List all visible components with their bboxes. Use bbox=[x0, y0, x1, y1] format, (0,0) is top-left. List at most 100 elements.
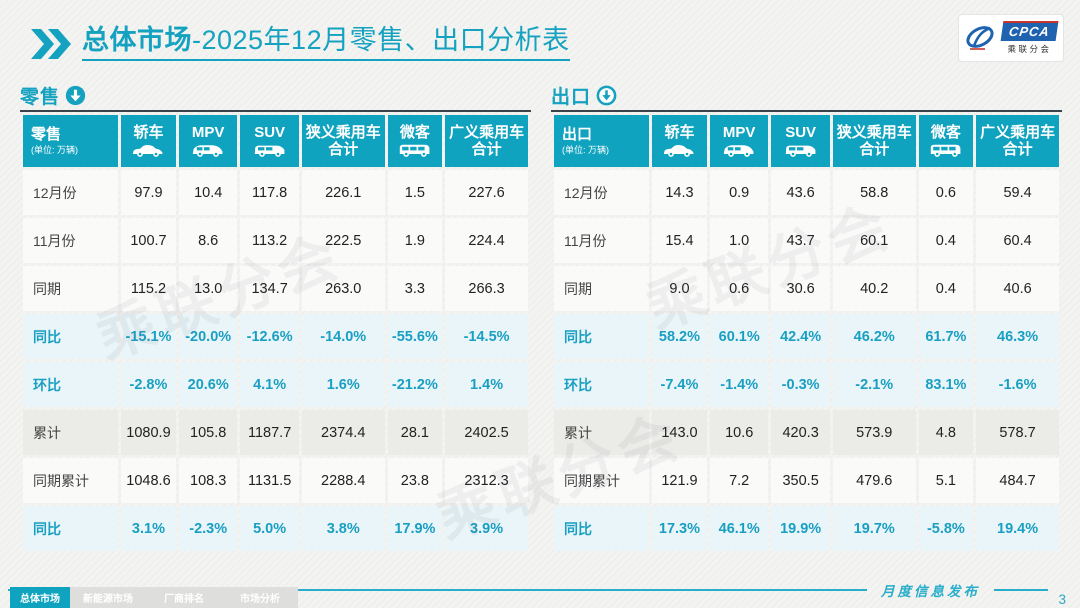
retail-corner-header: 零售 (单位: 万辆) bbox=[23, 115, 118, 167]
mpv-icon bbox=[192, 145, 223, 158]
column-header-suv: SUV bbox=[240, 115, 299, 167]
column-label: 狭义乘用车 bbox=[305, 123, 381, 141]
row-label: 同期 bbox=[554, 266, 649, 311]
footer-line bbox=[8, 589, 867, 591]
cell-value: 19.7% bbox=[832, 506, 916, 551]
cell-value: 1187.7 bbox=[240, 410, 299, 455]
tab-oem-ranking[interactable]: 厂商排名 bbox=[164, 594, 204, 605]
footer-line-short bbox=[994, 589, 1048, 591]
retail-section-head: 零售 bbox=[20, 82, 531, 108]
cell-value: 46.1% bbox=[709, 506, 769, 551]
cell-value: -1.6% bbox=[976, 362, 1059, 407]
publication-label: 月度信息发布 bbox=[881, 584, 980, 599]
cell-value: 17.9% bbox=[387, 506, 443, 551]
export-table: 出口 (单位: 万辆) 轿车 bbox=[551, 110, 1062, 554]
cell-value: 19.4% bbox=[976, 506, 1059, 551]
column-header-mpv: MPV bbox=[178, 115, 238, 167]
cell-value: 121.9 bbox=[651, 458, 707, 503]
cell-value: 46.2% bbox=[832, 314, 916, 359]
cell-value: 30.6 bbox=[771, 266, 830, 311]
column-label: 广义乘用车 bbox=[449, 123, 525, 141]
cell-value: 60.1 bbox=[832, 218, 916, 263]
cell-value: 0.4 bbox=[918, 266, 974, 311]
tab-overall-market[interactable]: 总体市场 bbox=[10, 587, 70, 608]
cell-value: 1.4% bbox=[445, 362, 528, 407]
cell-value: 0.6 bbox=[709, 266, 769, 311]
suv-icon bbox=[254, 145, 285, 158]
table-row: 11月份 15.4 1.0 43.7 60.1 0.4 60.4 bbox=[554, 218, 1059, 263]
cell-value: 227.6 bbox=[445, 170, 528, 215]
table-row: 同期 115.2 13.0 134.7 263.0 3.3 266.3 bbox=[23, 266, 528, 311]
column-label-line2: 合计 bbox=[1002, 141, 1033, 158]
table-row: 累计 143.0 10.6 420.3 573.9 4.8 578.7 bbox=[554, 410, 1059, 455]
column-header-broad-pv-total: 广义乘用车 合计 bbox=[445, 115, 528, 167]
column-label: MPV bbox=[722, 123, 756, 141]
column-label: MPV bbox=[191, 123, 225, 141]
column-header-microvan: 微客 bbox=[387, 115, 443, 167]
cell-value: 46.3% bbox=[976, 314, 1059, 359]
cpca-badge: CPCA bbox=[1000, 20, 1059, 42]
table-row: 环比 -7.4% -1.4% -0.3% -2.1% 83.1% -1.6% bbox=[554, 362, 1059, 407]
cell-value: 60.1% bbox=[709, 314, 769, 359]
cell-value: 2288.4 bbox=[301, 458, 385, 503]
cell-value: 40.6 bbox=[976, 266, 1059, 311]
corner-title: 出口 bbox=[562, 126, 593, 144]
column-header-mpv: MPV bbox=[709, 115, 769, 167]
column-label: 轿车 bbox=[133, 123, 164, 141]
cell-value: 578.7 bbox=[976, 410, 1059, 455]
cell-value: 2312.3 bbox=[445, 458, 528, 503]
column-label-line2: 合计 bbox=[328, 141, 359, 158]
row-label: 同期累计 bbox=[554, 458, 649, 503]
cell-value: 0.6 bbox=[918, 170, 974, 215]
cell-value: 1131.5 bbox=[240, 458, 299, 503]
cell-value: -20.0% bbox=[178, 314, 238, 359]
cell-value: 59.4 bbox=[976, 170, 1059, 215]
column-label: 狭义乘用车 bbox=[836, 123, 912, 141]
tab-nev-market[interactable]: 新能源市场 bbox=[83, 594, 133, 605]
column-header-microvan: 微客 bbox=[918, 115, 974, 167]
cell-value: 40.2 bbox=[832, 266, 916, 311]
cell-value: -21.2% bbox=[387, 362, 443, 407]
row-label: 12月份 bbox=[23, 170, 118, 215]
cell-value: 134.7 bbox=[240, 266, 299, 311]
cell-value: 143.0 bbox=[651, 410, 707, 455]
retail-section: 零售 零售 (单位: 万辆) bbox=[20, 82, 531, 554]
cell-value: 58.2% bbox=[651, 314, 707, 359]
row-label: 11月份 bbox=[554, 218, 649, 263]
export-down-arrow-icon bbox=[596, 85, 617, 105]
table-row: 同比 58.2% 60.1% 42.4% 46.2% 61.7% 46.3% bbox=[554, 314, 1059, 359]
column-header-sedan: 轿车 bbox=[120, 115, 176, 167]
cell-value: -14.5% bbox=[445, 314, 528, 359]
cell-value: 117.8 bbox=[240, 170, 299, 215]
row-label: 同比 bbox=[554, 314, 649, 359]
page-title: 总体市场-2025年12月零售、出口分析表 bbox=[82, 24, 570, 62]
retail-down-arrow-icon bbox=[65, 85, 86, 105]
row-label: 累计 bbox=[23, 410, 118, 455]
cell-value: 2402.5 bbox=[445, 410, 528, 455]
cell-value: -0.3% bbox=[771, 362, 830, 407]
cell-value: 3.1% bbox=[120, 506, 176, 551]
cell-value: 15.4 bbox=[651, 218, 707, 263]
tables-area: 零售 零售 (单位: 万辆) bbox=[20, 82, 1062, 554]
table-row: 同比 3.1% -2.3% 5.0% 3.8% 17.9% 3.9% bbox=[23, 506, 528, 551]
cell-value: 17.3% bbox=[651, 506, 707, 551]
cell-value: 479.6 bbox=[832, 458, 916, 503]
cell-value: 484.7 bbox=[976, 458, 1059, 503]
microvan-icon bbox=[930, 144, 961, 158]
cell-value: 10.6 bbox=[709, 410, 769, 455]
microvan-icon bbox=[399, 144, 430, 158]
cell-value: -15.1% bbox=[120, 314, 176, 359]
cell-value: -7.4% bbox=[651, 362, 707, 407]
column-label: 微客 bbox=[399, 123, 430, 141]
cell-value: 42.4% bbox=[771, 314, 830, 359]
retail-table: 零售 (单位: 万辆) 轿车 bbox=[20, 110, 531, 554]
cell-value: 43.6 bbox=[771, 170, 830, 215]
tab-market-analysis[interactable]: 市场分析 bbox=[240, 594, 280, 605]
cell-value: 83.1% bbox=[918, 362, 974, 407]
corner-unit: (单位: 万辆) bbox=[562, 145, 609, 156]
table-row: 环比 -2.8% 20.6% 4.1% 1.6% -21.2% 1.4% bbox=[23, 362, 528, 407]
table-row: 12月份 97.9 10.4 117.8 226.1 1.5 227.6 bbox=[23, 170, 528, 215]
column-label-line2: 合计 bbox=[471, 141, 502, 158]
cell-value: 0.4 bbox=[918, 218, 974, 263]
cell-value: 10.4 bbox=[178, 170, 238, 215]
